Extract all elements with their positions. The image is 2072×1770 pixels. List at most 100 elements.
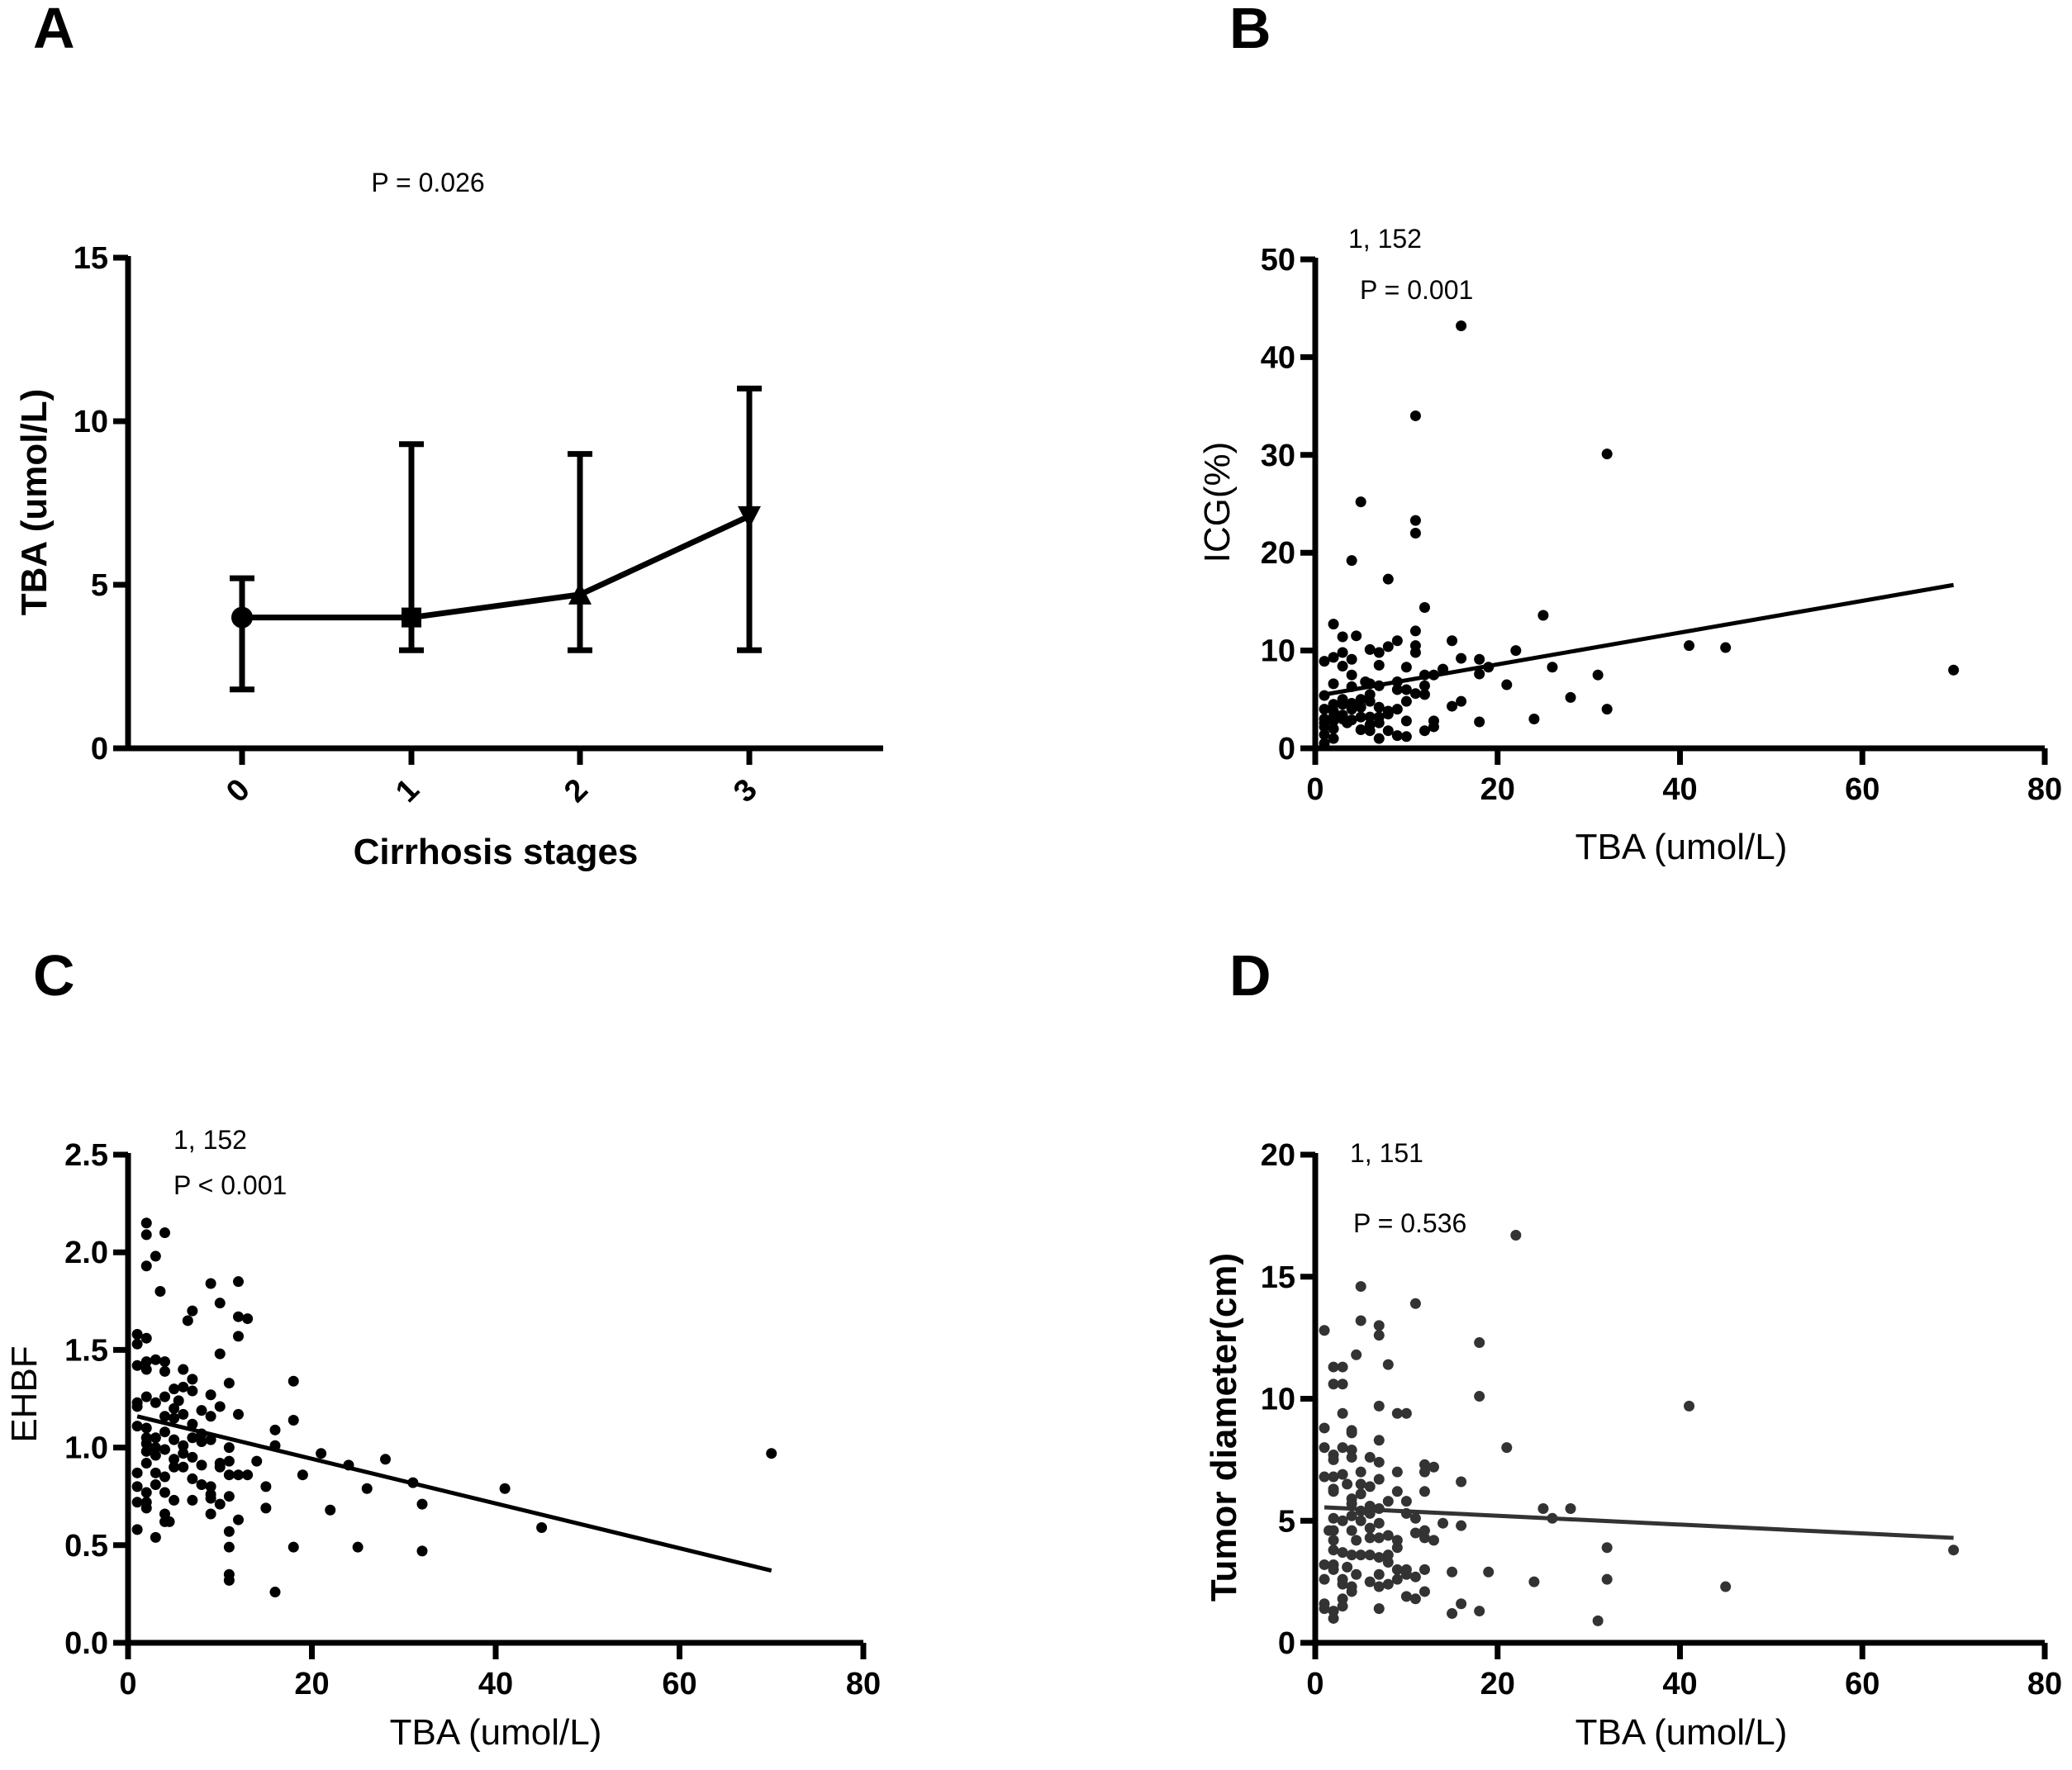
data-point-c [154,1285,166,1297]
data-point-b [1346,653,1357,665]
data-point-c [131,1401,143,1412]
data-point-c [140,1502,152,1514]
data-point-d [1373,1552,1385,1564]
data-point-b [1319,717,1330,728]
x-tick-label-b: 20 [1480,772,1515,807]
data-point-c [223,1491,235,1502]
data-point-b [1355,711,1366,723]
data-point-d [1373,1568,1385,1580]
x-axis-title-d: TBA (umol/L) [1575,1712,1788,1753]
data-point-d [1319,1573,1330,1585]
data-point-c [169,1412,180,1424]
y-tick-label-b: 40 [1261,340,1295,375]
data-point-c [233,1331,244,1342]
data-point-b [1409,625,1421,637]
data-point-d [1355,1549,1366,1561]
x-tick-label-b: 0 [1306,772,1324,807]
data-point-d [1948,1545,1960,1556]
data-point-c [187,1385,198,1397]
data-point-b [1373,647,1385,658]
data-point-d [1355,1281,1366,1293]
y-tick-label-c: 0.5 [64,1529,108,1564]
data-point-d [1474,1337,1485,1349]
y-axis-title-c: EHBF [4,1345,45,1442]
data-point-b [1328,723,1339,734]
data-point-c [288,1415,299,1426]
data-point-b [1391,684,1403,695]
data-point-d [1346,1525,1357,1536]
data-point-c [150,1467,161,1478]
data-point-b [1409,688,1421,700]
x-tick-label-c: 0 [119,1667,136,1701]
data-point-c [140,1260,152,1272]
data-point-c [159,1426,170,1438]
data-point-c [242,1469,254,1481]
p-value-c: P < 0.001 [173,1170,287,1200]
data-point-c [196,1459,207,1471]
plot-area-c: 0.0 0.5 1.0 1.5 2.0 2.5 0 20 40 60 80 [64,1138,881,1701]
data-point-b [1419,680,1430,691]
x-tick-label-d: 0 [1306,1667,1324,1701]
data-point-d [1409,1593,1421,1605]
data-point-d [1382,1530,1394,1541]
data-point-c [169,1454,180,1465]
data-point-c [205,1508,216,1520]
data-point-c [178,1461,189,1473]
data-point-d [1456,1476,1467,1488]
data-point-d [1337,1547,1348,1559]
data-point-d [1319,1603,1330,1615]
data-point-c [182,1315,193,1326]
data-point-b [1373,701,1385,713]
data-point-b [1720,642,1732,653]
data-point-c [242,1313,254,1325]
data-point-d [1391,1542,1403,1554]
y-tick-label-d: 10 [1261,1383,1295,1417]
plot-area-d: 0 5 10 15 20 0 20 40 60 80 [1261,1138,2062,1701]
x-tick-label-c: 60 [662,1667,696,1701]
data-point-c [269,1587,281,1598]
data-point-d [1419,1466,1430,1478]
data-point-c [223,1469,235,1481]
data-point-c [159,1356,170,1368]
data-point-c [196,1436,207,1448]
data-point-d [1382,1556,1394,1568]
data-point-b [1355,701,1366,713]
data-point-d [1483,1566,1495,1578]
marker-triangle-down-a [738,505,761,529]
data-point-c [269,1424,281,1435]
y-tick-label-b: 0 [1278,732,1295,766]
data-point-c [131,1328,143,1340]
data-point-b [1474,716,1485,728]
data-point-c [169,1434,180,1445]
data-point-c [178,1448,189,1459]
data-point-d [1373,1581,1385,1592]
data-point-d [1400,1568,1412,1580]
data-point-c [150,1531,161,1543]
data-point-c [178,1440,189,1451]
data-point-b [1328,715,1339,727]
data-point-d [1438,1517,1449,1529]
y-tick-label-b: 30 [1261,439,1295,473]
data-point-c [233,1311,244,1322]
data-point-d [1382,1496,1394,1507]
plot-area-b: 0 10 20 30 40 50 0 20 40 60 80 [1261,243,2062,807]
data-point-b [1373,711,1385,723]
data-point-b [1319,656,1330,667]
y-tick-label-c: 2.0 [64,1236,108,1270]
regression-line-b [1324,582,1955,697]
panel-label-b: B [1229,0,1271,60]
data-point-b [1948,664,1960,676]
data-point-c [196,1479,207,1491]
y-tick-label-d: 0 [1278,1626,1295,1661]
data-point-b [1355,496,1366,508]
data-point-b [1400,731,1412,743]
data-point-b [1382,573,1394,585]
y-tick-label-c: 0.0 [64,1626,108,1661]
data-point-d [1409,1512,1421,1524]
data-point-d [1565,1502,1576,1514]
panel-label-a: A [33,0,75,60]
y-tick-label-d: 5 [1278,1504,1295,1539]
data-point-b [1474,668,1485,680]
data-point-c [150,1450,161,1461]
data-point-d [1373,1456,1385,1468]
